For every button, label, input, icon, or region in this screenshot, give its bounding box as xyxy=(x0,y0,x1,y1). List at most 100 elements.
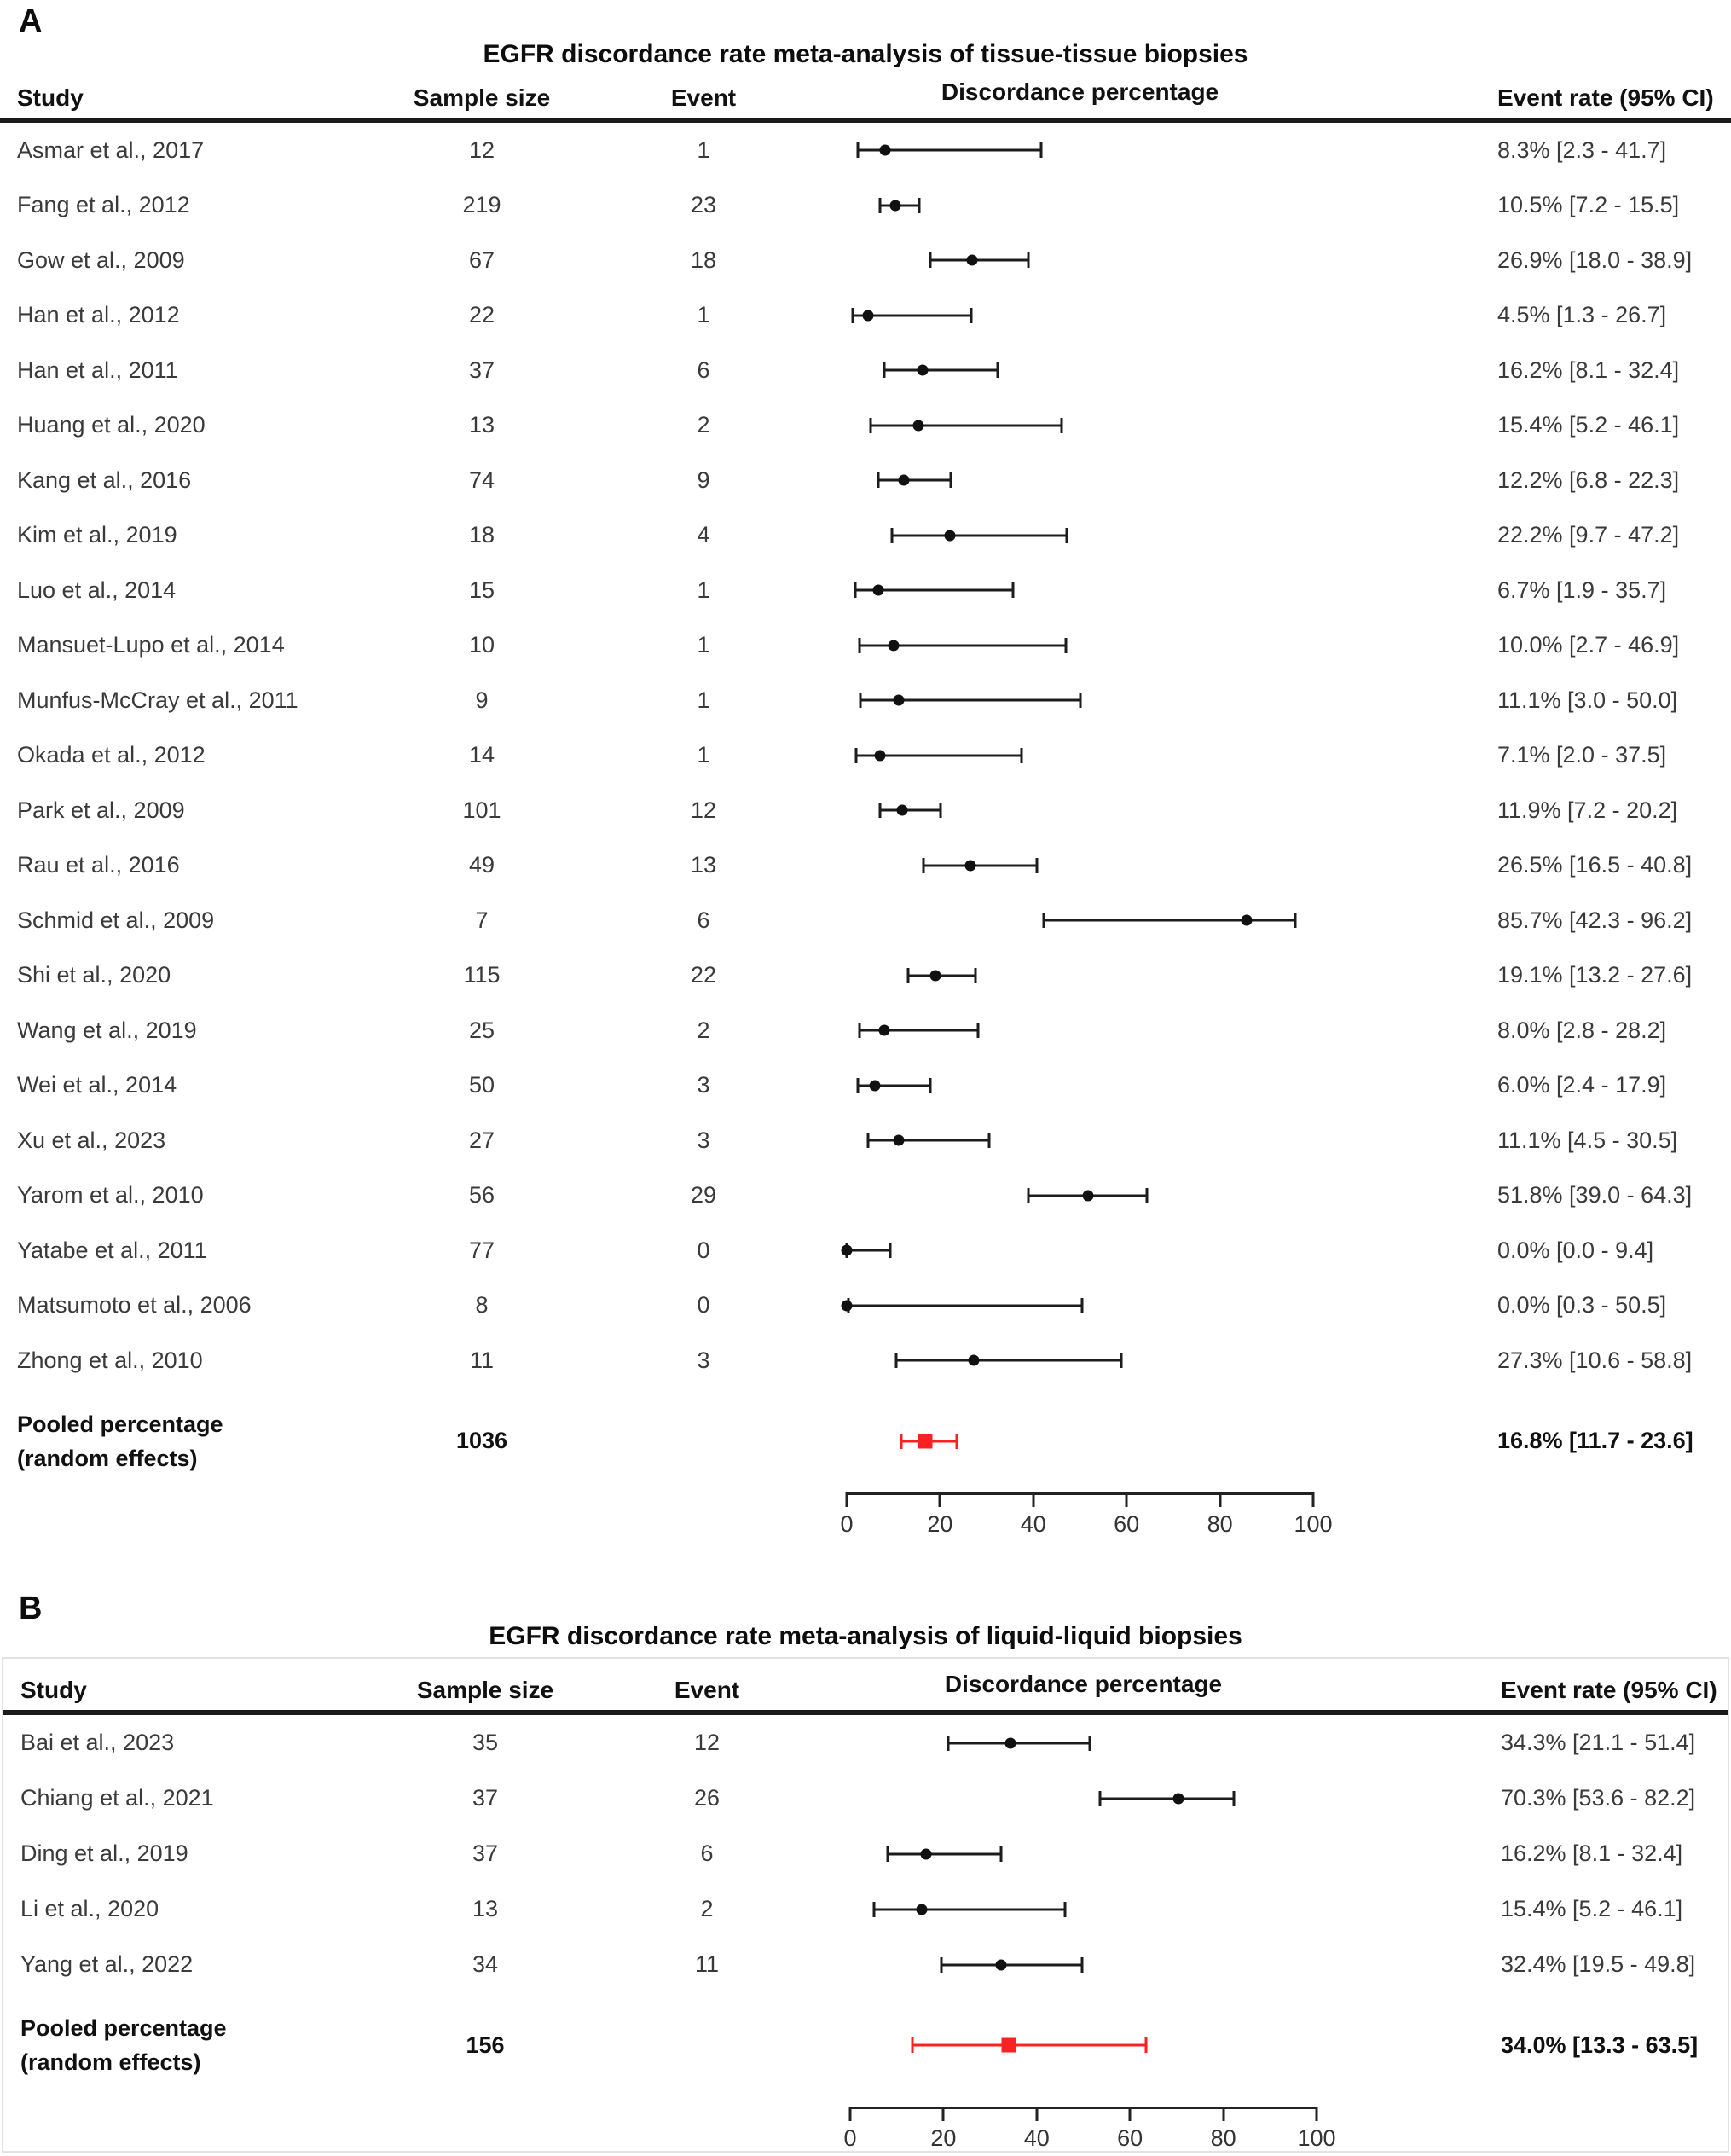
ci-plot xyxy=(819,673,1433,728)
ci-cap-right xyxy=(918,197,921,213)
study-name: Okada et al., 2012 xyxy=(17,742,206,768)
x-axis: 0 20 40 60 80 100 xyxy=(840,1492,1333,1544)
table-row: Han et al., 2011 37 6 16.2% [8.1 - 32.4] xyxy=(0,343,1731,398)
table-row: Mansuet-Lupo et al., 2014 10 1 10.0% [2.7 -… xyxy=(0,618,1731,674)
event-rate-value: 10.5% [7.2 - 15.5] xyxy=(1497,192,1680,218)
event-rate-value: 0.0% [0.3 - 50.5] xyxy=(1497,1292,1667,1319)
ci-line xyxy=(895,1359,1121,1362)
ci-group xyxy=(847,1113,1313,1168)
ci-cap-right xyxy=(1063,1901,1067,1917)
ci-plot xyxy=(819,948,1433,1004)
ci-line xyxy=(853,314,972,317)
ci-point xyxy=(878,1024,890,1036)
ci-cap-left xyxy=(878,197,882,213)
ci-cap-left xyxy=(1042,913,1045,929)
ci-plot xyxy=(822,1715,1436,1771)
table-row: Zhong et al., 2010 11 3 27.3% [10.6 - 58.8] xyxy=(0,1333,1731,1388)
ci-group xyxy=(847,233,1313,288)
ci-plot xyxy=(819,1058,1433,1114)
event-rate-value: 15.4% [5.2 - 46.1] xyxy=(1501,1896,1683,1921)
sample-size-value: 101 xyxy=(462,797,501,823)
event-rate-value: 85.7% [42.3 - 96.2] xyxy=(1497,907,1693,933)
ci-group xyxy=(847,398,1313,454)
panel-a-table: Study Sample size Event Discordance percent… xyxy=(0,78,1731,1544)
table-row: Bai et al., 2023 35 12 34.3% [21.1 - 51.4] xyxy=(3,1715,1728,1771)
ci-line xyxy=(930,258,1028,262)
ci-cap-right xyxy=(1065,527,1068,543)
ci-cap-left xyxy=(854,582,857,599)
ci-cap-right xyxy=(1232,1790,1236,1806)
panel-a-title: EGFR discordance rate meta-analysis of t… xyxy=(483,40,1248,68)
ci-line xyxy=(923,864,1038,867)
sample-size-value: 35 xyxy=(472,1730,499,1755)
sample-size-value: 27 xyxy=(468,1127,495,1153)
ci-line xyxy=(847,1249,891,1252)
ci-plot xyxy=(822,2004,1436,2086)
ci-line xyxy=(867,1139,989,1142)
ci-group xyxy=(841,1278,1313,1334)
study-name: Zhong et al., 2010 xyxy=(17,1347,203,1373)
event-value: 6 xyxy=(697,356,710,383)
ci-group xyxy=(847,618,1313,674)
ci-line xyxy=(859,644,1066,647)
pooled-row: Pooled percentage (random effects) 156 34.0… xyxy=(3,2004,1728,2086)
ci-cap-left xyxy=(856,1077,860,1093)
ci-cap-left xyxy=(858,1023,861,1039)
ci-group xyxy=(850,1881,1317,1937)
axis-tick-label: 80 xyxy=(1210,2125,1236,2151)
event-column-header: Event xyxy=(674,1677,740,1703)
ci-point xyxy=(1004,1737,1016,1748)
ci-plot xyxy=(819,618,1433,674)
study-name: Yatabe et al., 2011 xyxy=(17,1237,207,1263)
ci-line xyxy=(848,1304,1083,1307)
study-name: Fang et al., 2012 xyxy=(17,192,190,218)
ci-line xyxy=(948,1742,1091,1744)
ci-plot xyxy=(819,563,1433,618)
ci-group xyxy=(847,893,1313,948)
event-value: 13 xyxy=(690,852,717,878)
study-name: Asmar et al., 2017 xyxy=(17,136,205,163)
ci-cap-left xyxy=(947,1735,950,1751)
event-value: 4 xyxy=(697,522,710,548)
plot-column-header-cell: Discordance percentage xyxy=(822,1671,1436,1710)
event-value: 12 xyxy=(693,1730,721,1755)
ci-cap-right xyxy=(987,1133,991,1149)
ci-cap-right xyxy=(1079,693,1081,709)
panel-letter-a: A xyxy=(19,3,43,39)
ci-plot xyxy=(819,398,1433,454)
ci-group xyxy=(847,838,1313,894)
table-row: Matsumoto et al., 2006 8 0 0.0% [0.3 - 50.5… xyxy=(0,1278,1731,1334)
sample-size-value: 7 xyxy=(475,907,489,933)
ci-point xyxy=(869,1080,881,1092)
study-column-header: Study xyxy=(20,1677,87,1703)
axis-line xyxy=(849,2107,1317,2109)
ci-plot xyxy=(819,1400,1433,1482)
ci-group xyxy=(847,948,1313,1004)
ci-plot xyxy=(819,783,1433,838)
event-value: 1 xyxy=(697,742,710,768)
axis-tick-label: 40 xyxy=(1023,2125,1050,2151)
ci-plot xyxy=(822,1937,1436,1992)
axis-tick-label: 60 xyxy=(1117,2125,1143,2151)
ci-cap-left xyxy=(883,362,886,379)
sample-size-value: 15 xyxy=(468,577,495,603)
ci-cap-right xyxy=(1035,857,1039,873)
panel-b-frame: Study Sample size Event Discordance percent… xyxy=(2,1657,1729,2153)
axis-tick xyxy=(1125,1492,1128,1507)
ci-line xyxy=(892,534,1068,537)
table-row: Park et al., 2009 101 12 11.9% [7.2 - 20.2] xyxy=(0,783,1731,838)
ci-group xyxy=(850,1715,1317,1771)
study-name: Han et al., 2012 xyxy=(17,302,180,328)
ci-plot xyxy=(819,1278,1433,1334)
ci-group xyxy=(850,2004,1317,2086)
ci-cap-right xyxy=(939,803,942,819)
study-name: Munfus-McCray et al., 2011 xyxy=(17,687,298,713)
event-rate-value: 15.4% [5.2 - 46.1] xyxy=(1497,412,1680,438)
ci-plot xyxy=(819,508,1433,564)
ci-cap-left xyxy=(858,637,861,653)
ci-cap-left xyxy=(866,1133,870,1149)
study-name: Han et al., 2011 xyxy=(17,356,178,383)
event-value: 6 xyxy=(697,907,710,933)
table-row: Huang et al., 2020 13 2 15.4% [5.2 - 46.1] xyxy=(0,398,1731,454)
sample-size-value: 77 xyxy=(468,1237,495,1263)
